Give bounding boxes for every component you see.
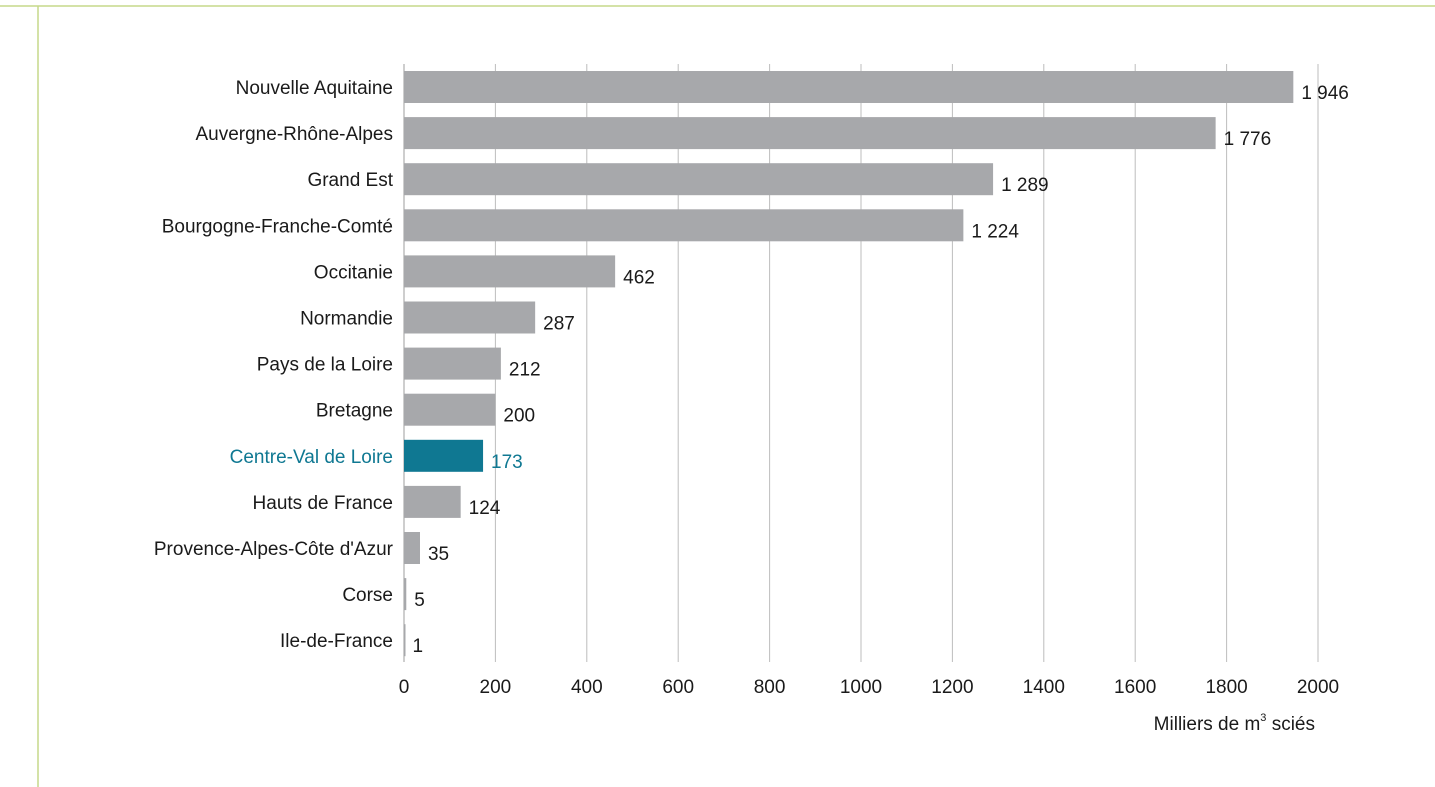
bar <box>404 393 496 426</box>
x-tick-label: 1400 <box>1023 677 1065 698</box>
value-label: 1 224 <box>971 221 1019 242</box>
bar <box>404 71 1294 103</box>
bar <box>404 347 501 380</box>
bar <box>404 439 484 472</box>
value-label: 1 289 <box>1001 175 1049 196</box>
x-tick-label: 0 <box>399 677 410 698</box>
category-labels: Nouvelle Aquitaine Auvergne-Rhône-Alpes Gr… <box>154 78 394 652</box>
x-tick-labels: 0 200 400 600 800 1000 1200 1400 1600 1800 2000 <box>399 677 1339 698</box>
category-label: Nouvelle Aquitaine <box>236 78 393 99</box>
x-axis-label-suffix: sciés <box>1266 714 1315 735</box>
bar <box>404 209 964 242</box>
value-label: 1 946 <box>1301 83 1349 104</box>
x-tick-label: 1600 <box>1114 677 1156 698</box>
x-axis-label-sup: 3 <box>1260 712 1266 724</box>
x-tick-label: 1200 <box>931 677 973 698</box>
bars <box>404 71 1294 657</box>
x-tick-label: 200 <box>480 677 512 698</box>
value-label: 35 <box>428 544 449 565</box>
value-label: 1 776 <box>1224 129 1272 150</box>
x-tick-label: 2000 <box>1297 677 1339 698</box>
bar <box>404 624 406 657</box>
category-label: Grand Est <box>307 170 393 191</box>
category-label: Corse <box>342 585 393 606</box>
category-label: Hauts de France <box>253 493 393 514</box>
value-labels: 1 946 1 776 1 289 1 224 462 287 212 200 173 124 35… <box>412 83 1348 657</box>
x-tick-label: 1000 <box>840 677 882 698</box>
x-tick-label: 400 <box>571 677 603 698</box>
category-label: Centre-Val de Loire <box>230 447 393 468</box>
gridlines <box>403 64 1319 662</box>
value-label: 173 <box>491 452 523 473</box>
x-tick-label: 800 <box>754 677 786 698</box>
value-label: 200 <box>503 406 535 427</box>
category-label: Auvergne-Rhône-Alpes <box>195 124 393 145</box>
category-label: Provence-Alpes-Côte d'Azur <box>154 539 394 560</box>
bar <box>404 301 536 334</box>
bar <box>404 485 461 518</box>
value-label: 1 <box>412 636 423 657</box>
value-label: 212 <box>509 360 541 381</box>
bar <box>404 532 420 564</box>
x-axis-label: Milliers de m3 sciés <box>1154 712 1315 735</box>
x-tick-label: 600 <box>662 677 694 698</box>
bar <box>404 117 1216 150</box>
bar <box>404 578 407 611</box>
value-label: 287 <box>543 314 575 335</box>
value-label: 5 <box>414 590 425 611</box>
category-label: Normandie <box>300 309 393 330</box>
value-label: 124 <box>469 498 501 519</box>
category-label: Bourgogne-Franche-Comté <box>162 216 393 237</box>
bar <box>404 163 994 196</box>
x-axis-label-prefix: Milliers de m <box>1154 714 1261 735</box>
category-label: Bretagne <box>316 401 393 422</box>
bar <box>404 255 616 288</box>
category-label: Pays de la Loire <box>257 355 393 376</box>
x-tick-label: 1800 <box>1205 677 1247 698</box>
value-label: 462 <box>623 267 655 288</box>
category-label: Occitanie <box>314 262 393 283</box>
category-label: Ile-de-France <box>280 631 393 652</box>
